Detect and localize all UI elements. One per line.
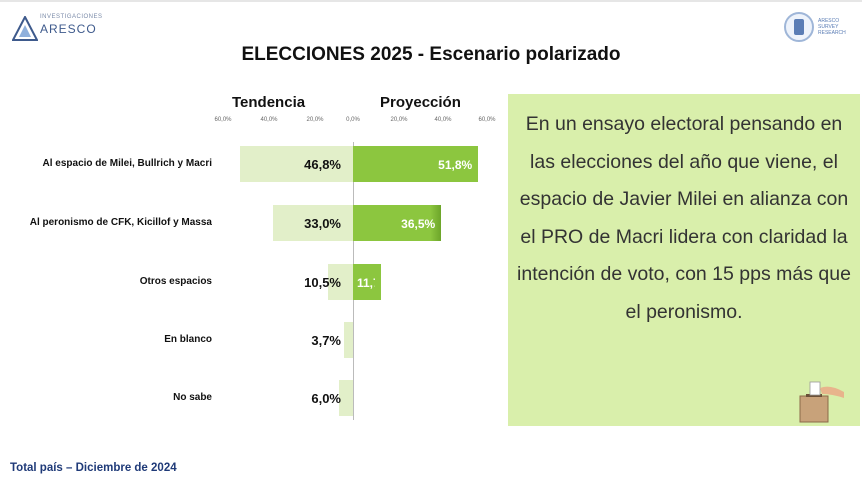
tick-label: 60,0% bbox=[214, 117, 232, 123]
data-label-proyeccion: 36,5% bbox=[401, 217, 436, 231]
ballot-box-icon bbox=[799, 381, 844, 423]
top-border bbox=[0, 0, 862, 2]
data-label-tendencia: 6,0% bbox=[311, 391, 341, 406]
aresco-logo-icon bbox=[12, 16, 38, 41]
tick-label: 40,0% bbox=[260, 117, 278, 123]
tick-label: 60,0% bbox=[478, 117, 496, 123]
category-label: En blanco bbox=[164, 334, 212, 345]
bar-proyeccion bbox=[353, 205, 442, 241]
aresco-research-logo: ARESCO SURVEY RESEARCH bbox=[784, 10, 854, 50]
bar-tendencia bbox=[273, 205, 353, 241]
tick-label: 40,0% bbox=[434, 117, 452, 123]
aresco-logo: INVESTIGACIONES ARESCO bbox=[12, 12, 102, 46]
footer-note: Total país – Diciembre de 2024 bbox=[10, 462, 177, 474]
category-label: Al peronismo de CFK, Kicillof y Massa bbox=[29, 217, 212, 228]
data-label-proyeccion: 51,8% bbox=[438, 158, 473, 172]
logo-right-line-2: SURVEY bbox=[818, 24, 839, 30]
data-label-tendencia: 33,0% bbox=[304, 216, 341, 231]
seal-icon bbox=[784, 12, 814, 42]
data-label-tendencia: 10,5% bbox=[304, 275, 341, 290]
data-label-proyeccion: 11,7% bbox=[357, 276, 375, 290]
category-label: Al espacio de Milei, Bullrich y Macri bbox=[42, 158, 213, 169]
logo-right-line-1: ARESCO bbox=[818, 18, 840, 24]
bar-tendencia bbox=[239, 146, 353, 182]
tick-label: 20,0% bbox=[306, 117, 324, 123]
category-label: Otros espacios bbox=[139, 276, 212, 287]
data-label-tendencia: 46,8% bbox=[304, 157, 341, 172]
bar-proyeccion bbox=[353, 146, 479, 182]
series-header-proyeccion: Proyección bbox=[380, 94, 461, 111]
logo-tagline: INVESTIGACIONES bbox=[40, 14, 103, 20]
bar-proyeccion bbox=[353, 264, 382, 300]
summary-callout: En un ensayo electoral pensando en las e… bbox=[508, 94, 860, 426]
bar-tendencia bbox=[344, 322, 353, 358]
page-title: ELECCIONES 2025 - Escenario polarizado bbox=[241, 44, 621, 65]
bar-tendencia bbox=[327, 264, 353, 300]
tick-label: 20,0% bbox=[390, 117, 408, 123]
category-label: No sabe bbox=[173, 392, 212, 403]
logo-right-line-3: RESEARCH bbox=[818, 30, 846, 36]
tick-label: 0,0% bbox=[346, 117, 360, 123]
summary-text: En un ensayo electoral pensando en las e… bbox=[517, 113, 851, 323]
bar-tendencia bbox=[338, 380, 353, 416]
logo-brand: ARESCO bbox=[40, 22, 97, 36]
data-label-tendencia: 3,7% bbox=[311, 333, 341, 348]
series-header-tendencia: Tendencia bbox=[232, 94, 306, 111]
